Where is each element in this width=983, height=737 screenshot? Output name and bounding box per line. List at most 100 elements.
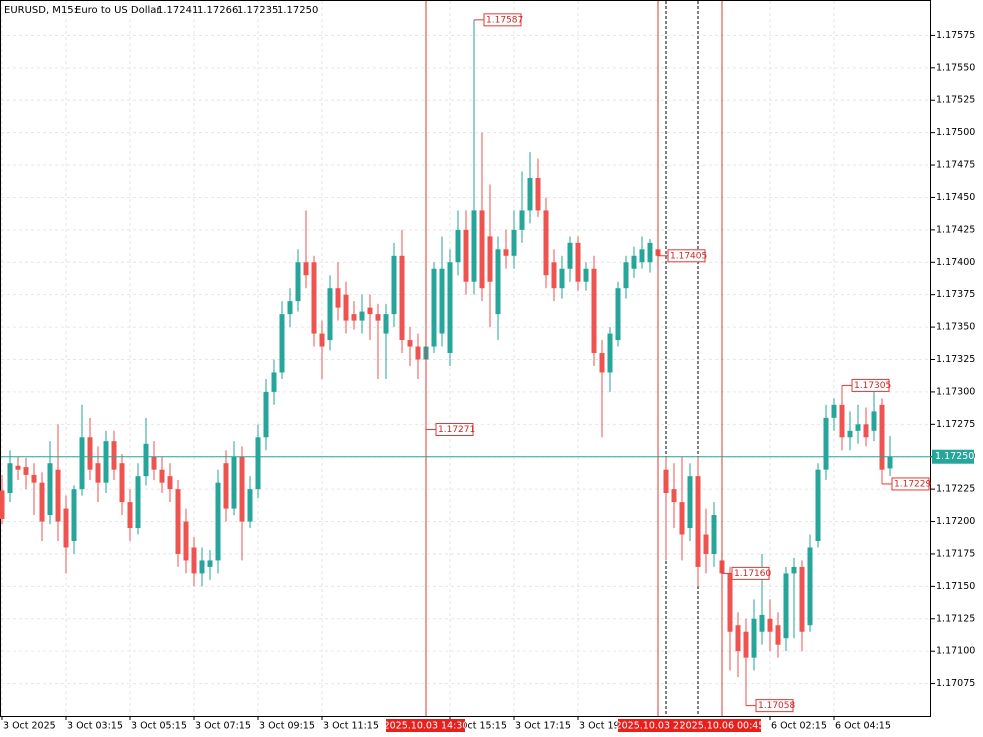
candle-body: [727, 573, 733, 632]
candle-body: [359, 311, 365, 321]
candle-body: [631, 255, 637, 269]
candle-body: [279, 314, 285, 373]
x-tick-label: 3 Oct 05:15: [131, 721, 187, 732]
annotation-label: 1.17058: [758, 701, 795, 711]
time-label: 2025.10.06 00:45: [680, 721, 765, 732]
candle-body: [551, 262, 557, 289]
candle-body: [839, 404, 845, 438]
candle-body: [151, 456, 157, 470]
candle-body: [167, 476, 173, 490]
candle-body: [319, 333, 325, 347]
annotation-label: 1.17271: [438, 425, 475, 435]
candle-body: [351, 314, 357, 321]
candle-body: [183, 521, 189, 561]
candle-body: [15, 465, 21, 470]
y-tick-label: 1.17100: [936, 646, 975, 657]
candle-body: [63, 508, 69, 548]
candle-body: [335, 288, 341, 308]
candle-body: [295, 262, 301, 302]
candle-body: [271, 372, 277, 392]
candle-body: [503, 249, 509, 256]
price-label-box: [932, 449, 974, 464]
candle-body: [23, 467, 29, 475]
y-tick-label: 1.17500: [936, 127, 975, 138]
candle-body: [783, 573, 789, 639]
candle-body: [615, 288, 621, 341]
candle-body: [775, 625, 781, 645]
candle-body: [327, 288, 333, 341]
y-tick-label: 1.17525: [936, 95, 975, 106]
candle-body: [807, 547, 813, 626]
candle-body: [407, 340, 413, 347]
candle-body: [663, 469, 669, 494]
x-tick-label: 3 Oct 19:15: [579, 721, 635, 732]
candle-body: [135, 476, 141, 529]
annotation-box: [891, 477, 930, 491]
description: Euro to US Dollar: [75, 5, 161, 16]
plot-frame: [0, 0, 931, 717]
x-tick-label: 3 Oct 09:15: [259, 721, 315, 732]
y-tick-label: 1.17175: [936, 548, 975, 559]
annotation-box: [435, 423, 474, 437]
candle-body: [375, 314, 381, 321]
annotation-label: 1.17405: [670, 251, 707, 261]
candle-body: [543, 210, 549, 276]
y-tick-label: 1.17225: [936, 484, 975, 495]
candle-body: [767, 618, 773, 632]
candle-body: [223, 463, 229, 509]
candle-body: [591, 268, 597, 354]
annotation-box: [483, 13, 522, 27]
candle-body: [855, 424, 861, 431]
candle-body: [247, 489, 253, 522]
x-tick-label: 3 Oct 15:15: [451, 721, 507, 732]
candle-body: [527, 178, 533, 211]
candle-body: [0, 490, 5, 519]
annotation-box: [667, 249, 706, 263]
y-tick-label: 1.17300: [936, 386, 975, 397]
annotation-box: [731, 566, 770, 580]
candle-body: [175, 489, 181, 554]
candle-body: [703, 534, 709, 554]
candle-body: [447, 262, 453, 354]
candle-body: [823, 417, 829, 470]
header-value: 1.17235: [237, 5, 278, 16]
candle-body: [455, 229, 461, 263]
candle-body: [799, 566, 805, 632]
candle-body: [303, 262, 309, 276]
candle-body: [567, 242, 573, 269]
annotation-label: 1.17229: [894, 479, 931, 489]
candle-body: [119, 463, 125, 503]
candle-body: [871, 411, 877, 431]
candle-body: [415, 346, 421, 360]
candle-body: [463, 229, 469, 282]
header-value: 1.17250: [277, 5, 318, 16]
y-tick-label: 1.17325: [936, 354, 975, 365]
header-value: 1.17266: [197, 5, 238, 16]
candle-body: [31, 474, 37, 483]
x-tick-label: 6 Oct 02:15: [771, 721, 827, 732]
x-tick-label: 3 Oct 03:15: [67, 721, 123, 732]
annotation-label: 1.17160: [734, 569, 771, 579]
candle-body: [815, 469, 821, 541]
candle-body: [55, 469, 61, 522]
candle-body: [519, 210, 525, 230]
candle-body: [399, 255, 405, 341]
candle-body: [711, 515, 717, 554]
x-tick-label: 3 Oct 17:15: [515, 721, 571, 732]
candle-body: [343, 294, 349, 321]
y-tick-label: 1.17150: [936, 581, 975, 592]
y-tick-label: 1.17425: [936, 224, 975, 235]
candle-body: [831, 404, 837, 418]
candle-body: [215, 482, 221, 561]
candle-body: [391, 255, 397, 315]
candle-body: [639, 249, 645, 263]
annotation-box: [851, 378, 890, 392]
candle-body: [471, 210, 477, 282]
y-tick-label: 1.17550: [936, 62, 975, 73]
x-tick-label: 3 Oct 2025: [3, 721, 56, 732]
symbol: EURUSD, M15:: [4, 5, 77, 16]
candle-body: [495, 249, 501, 315]
candle-body: [863, 424, 869, 438]
candle-body: [143, 443, 149, 477]
